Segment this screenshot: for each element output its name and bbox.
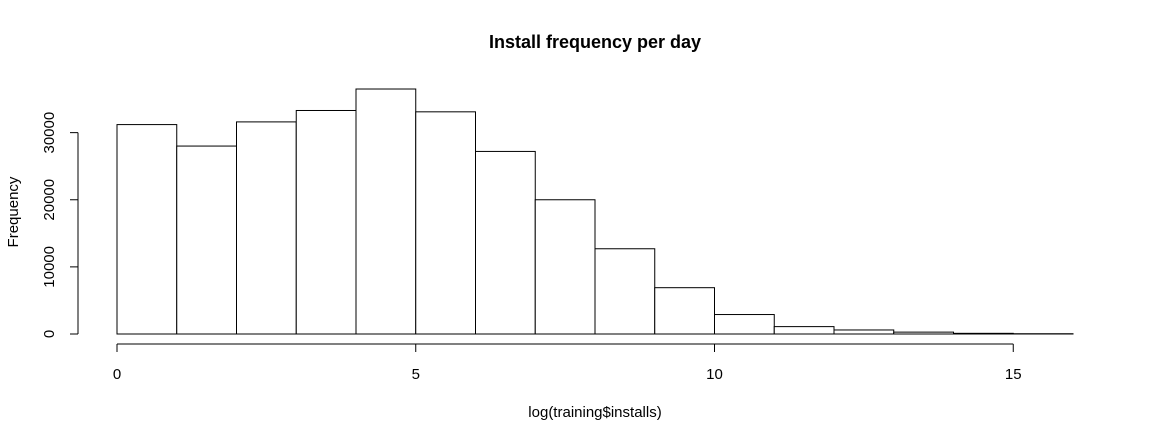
histogram-bar-11 — [773, 326, 835, 335]
histogram-bar-7 — [534, 199, 596, 335]
chart-title: Install frequency per day — [489, 32, 701, 52]
y-tick-label-0: 0 — [41, 330, 58, 338]
histogram-bar-6 — [475, 150, 536, 335]
bars-group — [116, 88, 1074, 335]
histogram-bar-14 — [953, 332, 1014, 335]
x-tick-label-10: 10 — [706, 366, 723, 383]
histogram-bar-4 — [355, 88, 417, 335]
histogram-bar-9 — [654, 287, 715, 335]
histogram-bar-3 — [295, 109, 357, 335]
y-axis-label: Frequency — [5, 176, 22, 247]
y-tick-label-30000: 30000 — [41, 112, 58, 154]
histogram-bar-1 — [176, 145, 237, 335]
histogram-bar-0 — [116, 124, 178, 335]
histogram-bar-13 — [893, 331, 954, 335]
x-tick-label-15: 15 — [1005, 366, 1022, 383]
histogram-bar-10 — [714, 314, 775, 335]
y-axis: 0 10000 20000 30000 — [41, 112, 79, 338]
y-tick-label-10000: 10000 — [41, 246, 58, 288]
histogram-bar-5 — [415, 111, 476, 335]
x-axis: 0 5 10 15 — [113, 343, 1022, 383]
y-tick-label-20000: 20000 — [41, 179, 58, 221]
x-axis-label: log(training$installs) — [528, 404, 661, 421]
x-tick-label-0: 0 — [113, 366, 121, 383]
histogram-bar-2 — [236, 121, 297, 335]
x-tick-label-5: 5 — [412, 366, 420, 383]
histogram-bar-12 — [833, 329, 895, 335]
histogram-bar-8 — [594, 248, 656, 335]
